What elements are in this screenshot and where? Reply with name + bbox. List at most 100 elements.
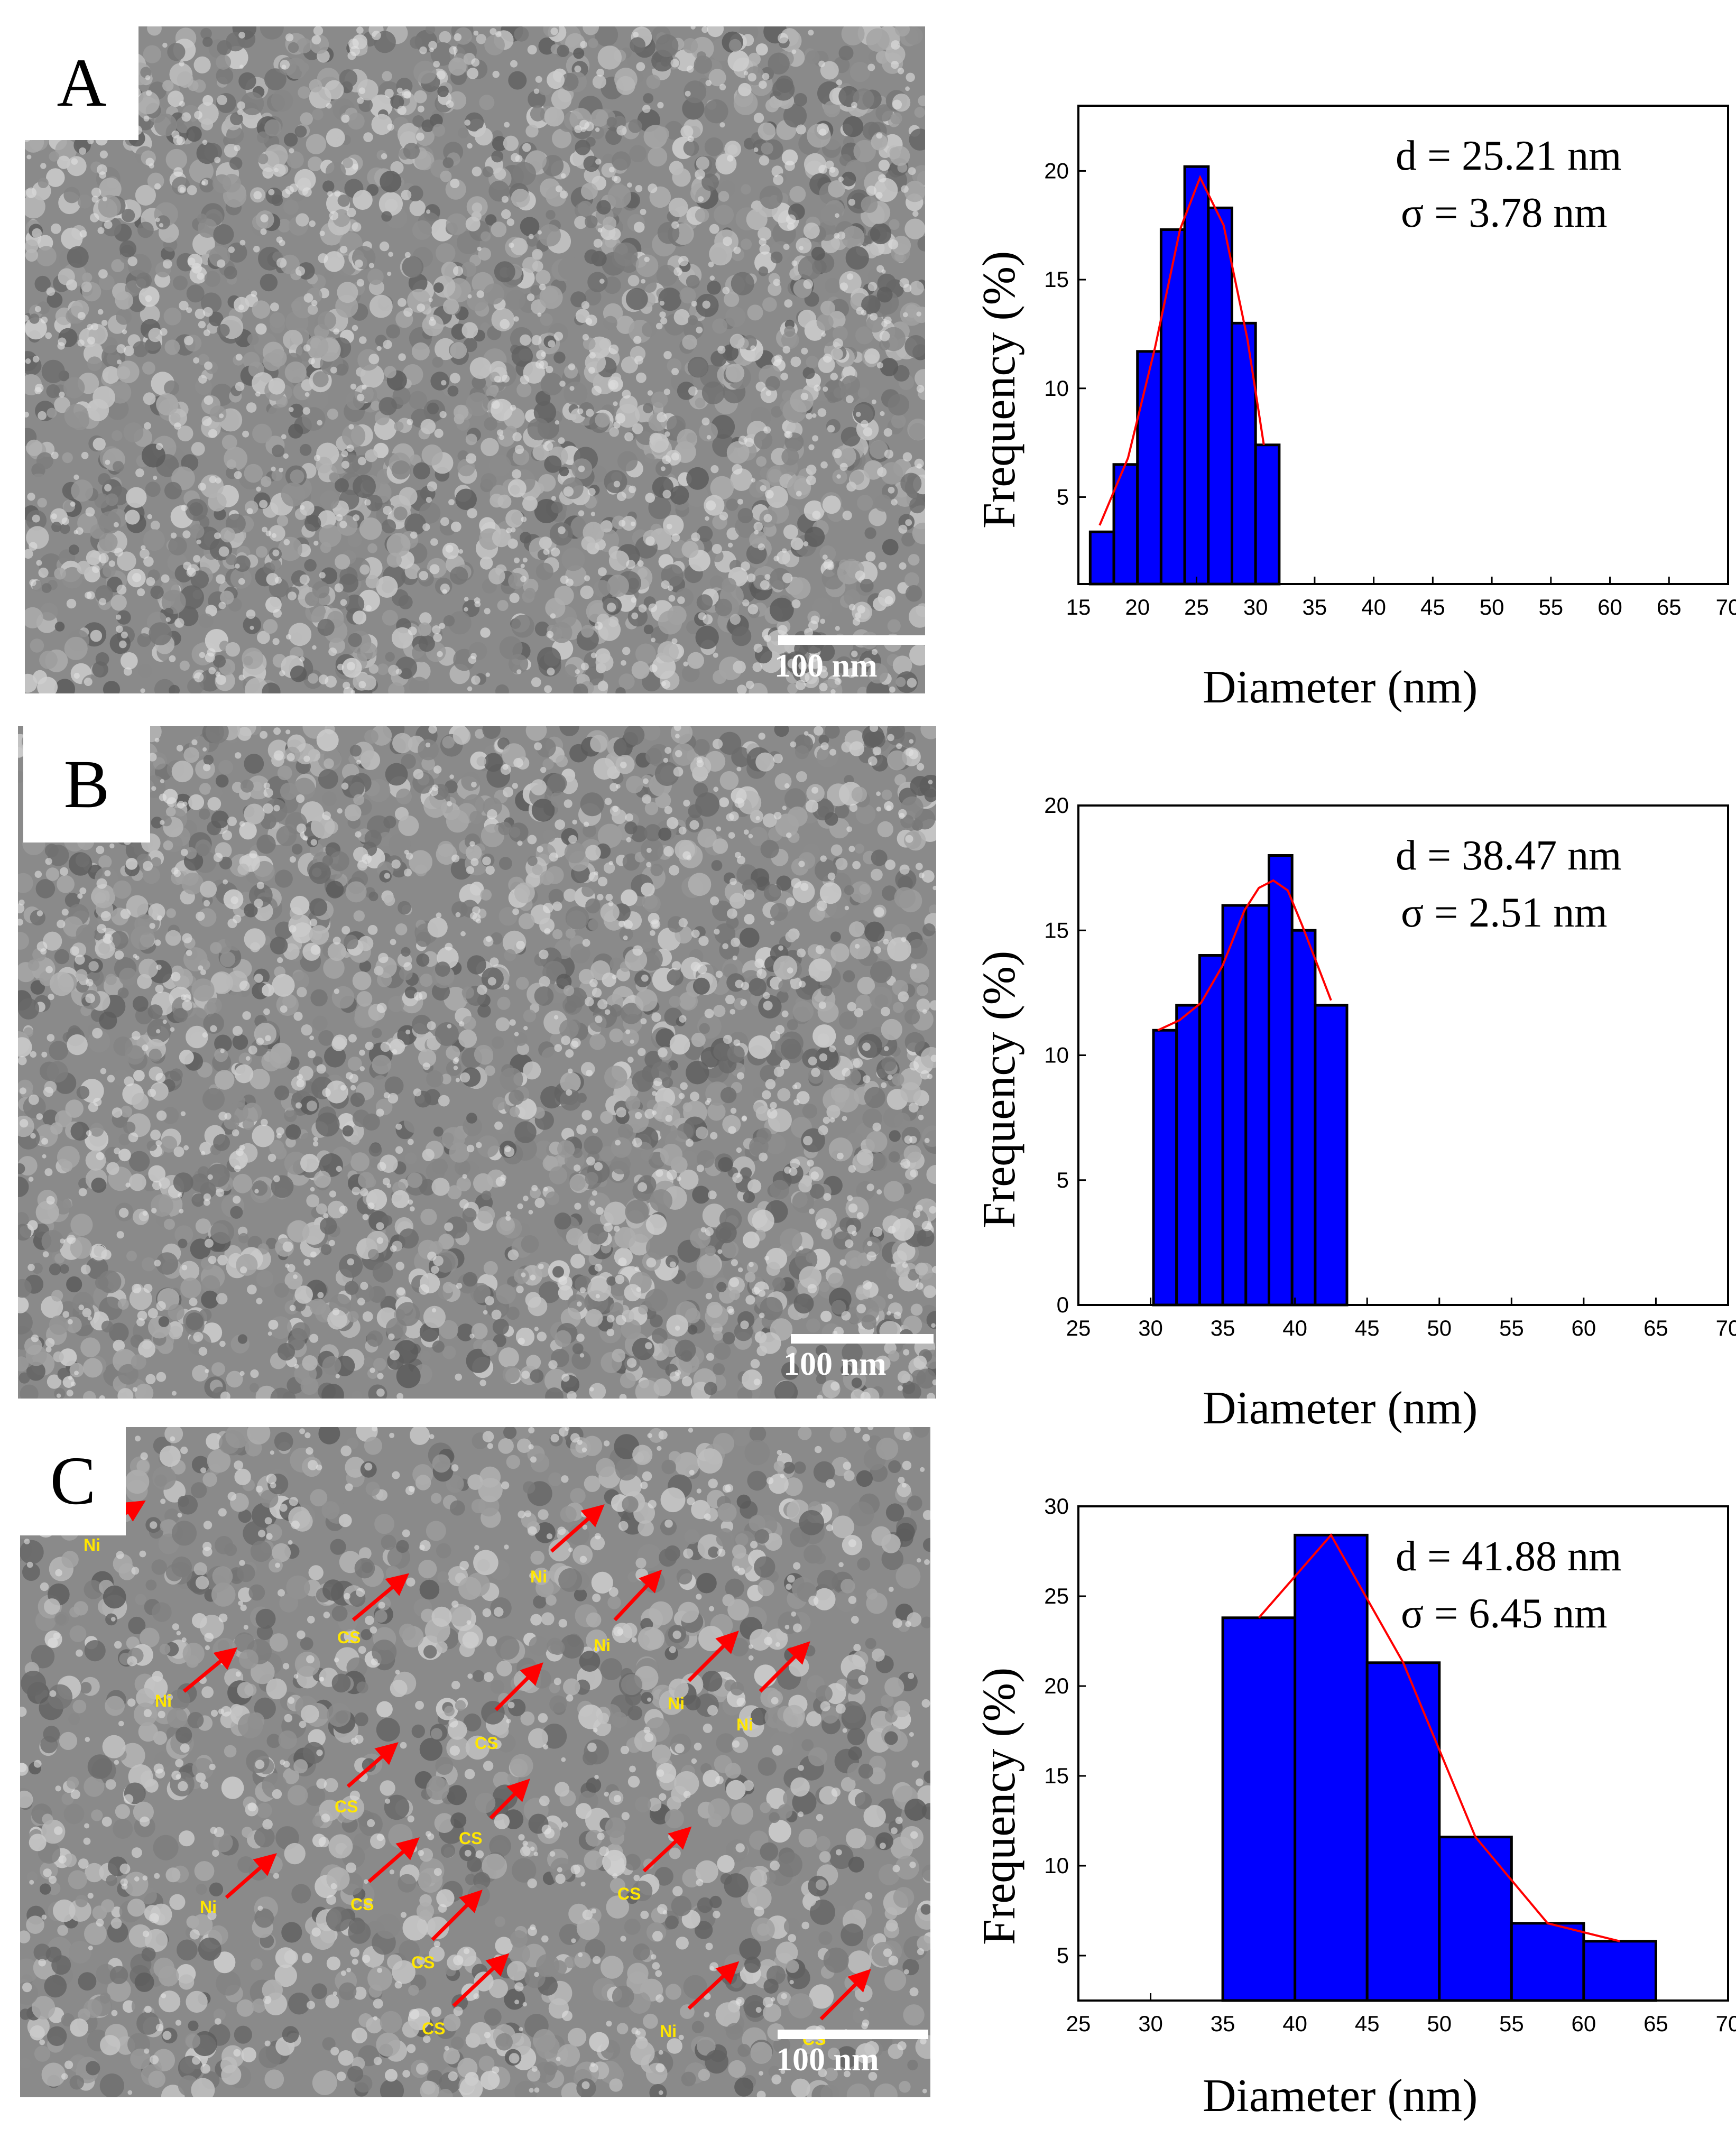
histogram-bar <box>1510 1922 1585 2002</box>
stat-sigma-c: σ = 6.45 nm <box>1401 1590 1608 1637</box>
sem-image-b: B 100 nm <box>18 726 936 1399</box>
annotation-arrow <box>225 1853 277 1899</box>
histogram-bar <box>1183 165 1210 586</box>
histogram-bar <box>1152 1029 1178 1307</box>
stat-sigma-a: σ = 3.78 nm <box>1401 190 1608 236</box>
histogram-b: 25 30 35 40 45 50 55 60 65 70 0 5 10 15 20 d = 38.47 n… <box>952 779 1736 1445</box>
label-cs: CS <box>350 1895 374 1914</box>
annotation-arrow <box>346 1742 399 1788</box>
x-tick-label: 60 <box>1598 595 1622 619</box>
scale-label-c: 100 nm <box>776 2042 879 2078</box>
x-tick-label: 65 <box>1643 1316 1668 1340</box>
x-tick-label: 65 <box>1657 595 1682 619</box>
y-tick-label: 5 <box>1057 1168 1069 1192</box>
histogram-bar <box>1088 530 1115 586</box>
annotation-arrow <box>613 1569 662 1622</box>
fit-curve <box>1157 879 1332 1032</box>
histogram-bar <box>1582 1940 1657 2002</box>
x-tick-label: 25 <box>1066 2011 1091 2036</box>
scale-bar-a <box>778 635 925 645</box>
x-tick-label: 30 <box>1138 2011 1163 2036</box>
x-tick-label: 60 <box>1572 1316 1596 1340</box>
label-ni: Ni <box>736 1715 753 1734</box>
sem-texture-c <box>20 1427 930 2097</box>
label-ni: Ni <box>668 1694 685 1713</box>
x-tick-label: 40 <box>1282 2011 1307 2036</box>
y-tick-label: 25 <box>1044 1584 1069 1608</box>
histogram-bar <box>1175 1004 1201 1307</box>
x-tick-label: 50 <box>1480 595 1504 619</box>
label-ni: Ni <box>660 2022 677 2041</box>
x-tick-label: 45 <box>1420 595 1445 619</box>
label-ni: Ni <box>200 1897 217 1916</box>
histogram-bar <box>1221 904 1248 1307</box>
x-tick-label: 20 <box>1125 595 1150 619</box>
x-tick-label: 30 <box>1243 595 1268 619</box>
x-tick-label: 30 <box>1138 1316 1163 1340</box>
histogram-bar <box>1136 350 1162 586</box>
sem-texture-b <box>18 726 936 1399</box>
annotation-labels-c: Ni Ni Ni Ni Ni Ni Ni Ni CS CS CS CS CS CS CS CS CS <box>20 1427 930 2097</box>
fit-curve <box>1258 1533 1620 1942</box>
x-tick-label: 25 <box>1184 595 1209 619</box>
histogram-c: 25 30 35 40 45 50 55 60 65 70 5 10 15 20 25 30 d = 41.8… <box>952 1480 1736 2141</box>
sem-texture-a <box>25 26 925 693</box>
y-tick-label: 0 <box>1057 1292 1069 1317</box>
fit-curve <box>1098 174 1265 526</box>
x-tick-label: 45 <box>1355 2011 1380 2036</box>
x-tick-label: 60 <box>1572 2011 1596 2036</box>
label-cs: CS <box>411 1953 435 1972</box>
y-tick-label: 15 <box>1044 1763 1069 1788</box>
label-cs: CS <box>335 1797 358 1816</box>
annotation-arrow <box>759 1641 810 1693</box>
histogram-bar <box>1221 1616 1297 2002</box>
y-axis-label-c: Frequency (%) <box>974 1667 1025 1945</box>
label-ni: Ni <box>594 1636 611 1655</box>
histogram-b-svg: 25 30 35 40 45 50 55 60 65 70 0 5 10 15 20 <box>1044 793 1736 1340</box>
histogram-bar <box>1314 1004 1349 1307</box>
y-tick-label: 15 <box>1044 267 1069 292</box>
x-axis-label-b: Diameter (nm) <box>1203 1383 1478 1434</box>
annotation-arrows-c <box>93 1500 871 2021</box>
annotation-arrow <box>489 1779 530 1820</box>
annotation-arrow <box>182 1647 238 1693</box>
histogram-a-svg: 15 20 25 30 35 40 45 50 55 60 65 70 5 10 15 20 <box>1044 105 1736 619</box>
panel-label-a: A <box>25 26 138 140</box>
label-cs: CS <box>422 2019 446 2038</box>
y-axis-label-b: Frequency (%) <box>974 950 1025 1228</box>
annotation-arrow <box>494 1662 543 1711</box>
x-tick-label: 40 <box>1282 1316 1307 1340</box>
label-ni: Ni <box>155 1691 172 1710</box>
x-tick-label: 55 <box>1538 595 1563 619</box>
stat-sigma-b: σ = 2.51 nm <box>1401 890 1608 936</box>
x-tick-label: 70 <box>1716 595 1736 619</box>
annotation-arrow <box>367 1837 420 1883</box>
x-tick-label: 55 <box>1499 1316 1524 1340</box>
y-tick-label: 10 <box>1044 1853 1069 1878</box>
annotation-arrow <box>642 1826 692 1873</box>
label-cs: CS <box>475 1734 498 1753</box>
annotation-arrow <box>550 1504 605 1553</box>
x-axis-label-c: Diameter (nm) <box>1203 2070 1478 2122</box>
y-tick-label: 20 <box>1044 1673 1069 1698</box>
label-ni: Ni <box>84 1535 100 1554</box>
x-axis-label-a: Diameter (nm) <box>1203 662 1478 713</box>
y-axis-label-a: Frequency (%) <box>974 251 1025 529</box>
histogram-bar <box>1254 443 1281 586</box>
x-tick-label: 50 <box>1427 2011 1452 2036</box>
histogram-bar <box>1198 954 1224 1307</box>
annotation-arrow <box>431 1890 483 1941</box>
y-tick-label: 15 <box>1044 918 1069 942</box>
annotation-arrow <box>687 1631 739 1682</box>
x-tick-label: 35 <box>1211 1316 1235 1340</box>
x-tick-label: 70 <box>1716 2011 1736 2036</box>
stat-mean-c: d = 41.88 nm <box>1396 1533 1622 1580</box>
x-tick-label: 35 <box>1211 2011 1235 2036</box>
y-tick-label: 10 <box>1044 1043 1069 1068</box>
scale-bar-b <box>791 1334 934 1344</box>
annotation-arrow <box>352 1573 410 1622</box>
x-tick-label: 35 <box>1303 595 1327 619</box>
annotation-arrow <box>452 1953 510 2007</box>
x-tick-label: 50 <box>1427 1316 1452 1340</box>
label-cs: CS <box>617 1884 641 1903</box>
